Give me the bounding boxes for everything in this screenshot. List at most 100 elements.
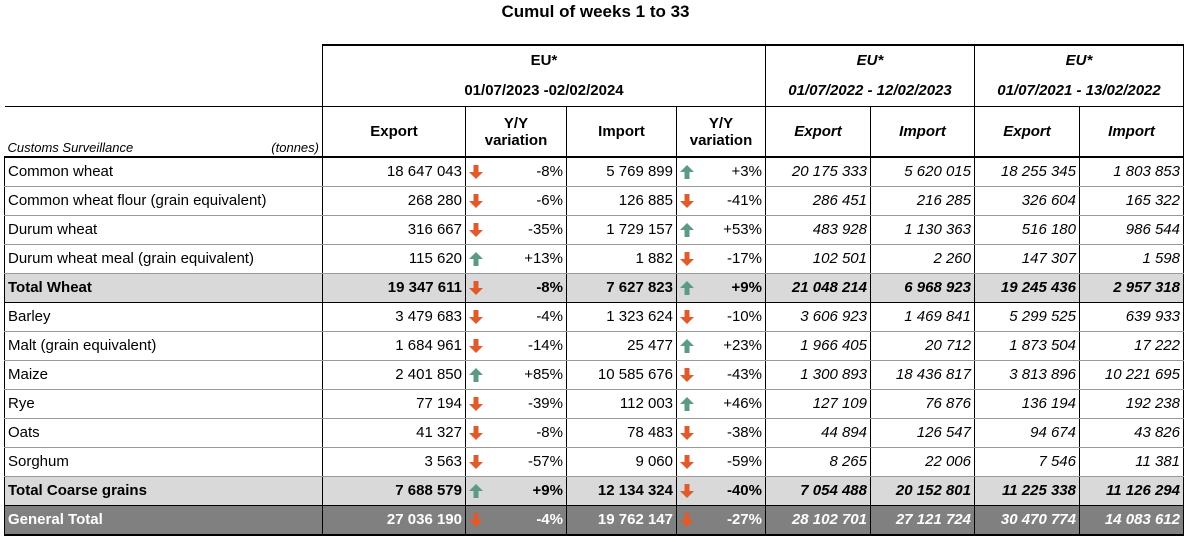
row-label: Durum wheat meal (grain equivalent) (4, 244, 323, 274)
import-variation: +3% (698, 156, 766, 187)
col-import-2021: Import (1079, 106, 1184, 158)
export-2022-value: 102 501 (765, 244, 871, 274)
import-value: 126 885 (566, 186, 677, 216)
export-2022-value: 28 102 701 (765, 505, 871, 536)
import-variation: +23% (698, 331, 766, 361)
group-header-region: EU* (765, 44, 975, 76)
export-2021-value: 147 307 (974, 244, 1080, 274)
arrow-down-icon (680, 455, 694, 470)
group-header-period: 01/07/2021 - 13/02/2022 (974, 76, 1184, 107)
export-trend-icon (465, 156, 488, 187)
import-2021-value: 11 381 (1079, 447, 1184, 477)
export-2022-value: 1 300 893 (765, 360, 871, 390)
arrow-up-icon (680, 339, 694, 354)
export-2021-value: 94 674 (974, 418, 1080, 448)
export-trend-icon (465, 273, 488, 303)
import-trend-icon (676, 302, 699, 332)
unit-label: (tonnes) (271, 140, 319, 155)
export-2021-value: 30 470 774 (974, 505, 1080, 536)
arrow-down-icon (680, 368, 694, 383)
arrow-down-icon (469, 426, 483, 441)
import-2021-value: 639 933 (1079, 302, 1184, 332)
table-row: General Total 27 036 190 -4% 19 762 147 -27%… (4, 505, 1184, 536)
export-value: 2 401 850 (322, 360, 466, 390)
group-header-period: 01/07/2023 -02/02/2024 (322, 76, 766, 107)
arrow-up-icon (469, 484, 483, 499)
export-trend-icon (465, 476, 488, 506)
group-header-period: 01/07/2022 - 12/02/2023 (765, 76, 975, 107)
import-variation: -40% (698, 476, 766, 506)
import-value: 1 323 624 (566, 302, 677, 332)
export-2022-value: 8 265 (765, 447, 871, 477)
arrow-down-icon (469, 165, 483, 180)
import-2022-value: 76 876 (870, 389, 975, 419)
import-trend-icon (676, 360, 699, 390)
export-variation: -35% (487, 215, 567, 245)
row-label: Oats (4, 418, 323, 448)
import-2021-value: 986 544 (1079, 215, 1184, 245)
export-variation: -4% (487, 302, 567, 332)
import-value: 10 585 676 (566, 360, 677, 390)
export-value: 3 479 683 (322, 302, 466, 332)
export-variation: -8% (487, 418, 567, 448)
table-row: Barley 3 479 683 -4% 1 323 624 -10% 3 606 923… (4, 302, 1184, 332)
table-row: Durum wheat 316 667 -35% 1 729 157 +53% 483 9… (4, 215, 1184, 245)
import-value: 112 003 (566, 389, 677, 419)
import-value: 5 769 899 (566, 156, 677, 187)
row-label: Barley (4, 302, 323, 332)
col-import-2022: Import (870, 106, 975, 158)
import-variation: -17% (698, 244, 766, 274)
import-2021-value: 17 222 (1079, 331, 1184, 361)
arrow-down-icon (469, 194, 483, 209)
import-2021-value: 192 238 (1079, 389, 1184, 419)
export-value: 77 194 (322, 389, 466, 419)
row-label: Total Coarse grains (4, 476, 323, 506)
import-2022-value: 6 968 923 (870, 273, 975, 303)
export-2021-value: 11 225 338 (974, 476, 1080, 506)
import-2022-value: 1 130 363 (870, 215, 975, 245)
import-variation: -38% (698, 418, 766, 448)
export-value: 7 688 579 (322, 476, 466, 506)
arrow-up-icon (680, 281, 694, 296)
arrow-down-icon (469, 397, 483, 412)
table-row: Malt (grain equivalent) 1 684 961 -14% 25 4… (4, 331, 1184, 361)
table-row: Oats 41 327 -8% 78 483 -38% 44 894 126 547 94 6… (4, 418, 1184, 448)
export-trend-icon (465, 186, 488, 216)
import-variation: -59% (698, 447, 766, 477)
import-value: 7 627 823 (566, 273, 677, 303)
group-header-region: EU* (974, 44, 1184, 76)
export-2022-value: 20 175 333 (765, 156, 871, 187)
export-value: 27 036 190 (322, 505, 466, 536)
export-trend-icon (465, 244, 488, 274)
export-2022-value: 21 048 214 (765, 273, 871, 303)
export-value: 1 684 961 (322, 331, 466, 361)
col-export-2022: Export (765, 106, 871, 158)
arrow-down-icon (680, 194, 694, 209)
import-trend-icon (676, 215, 699, 245)
import-variation: -41% (698, 186, 766, 216)
export-variation: +13% (487, 244, 567, 274)
col-import: Import (566, 106, 677, 158)
table-row: Maize 2 401 850 +85% 10 585 676 -43% 1 300 89… (4, 360, 1184, 390)
arrow-down-icon (680, 513, 694, 528)
import-2022-value: 20 712 (870, 331, 975, 361)
import-value: 25 477 (566, 331, 677, 361)
export-2021-value: 19 245 436 (974, 273, 1080, 303)
export-variation: +9% (487, 476, 567, 506)
export-2021-value: 18 255 345 (974, 156, 1080, 187)
arrow-up-icon (469, 252, 483, 267)
row-label: Sorghum (4, 447, 323, 477)
table-row: Total Coarse grains 7 688 579 +9% 12 134 32… (4, 476, 1184, 506)
import-trend-icon (676, 331, 699, 361)
export-2022-value: 127 109 (765, 389, 871, 419)
table-row: Common wheat flour (grain equivalent) 268… (4, 186, 1184, 216)
arrow-up-icon (469, 368, 483, 383)
row-label: Rye (4, 389, 323, 419)
export-2021-value: 7 546 (974, 447, 1080, 477)
arrow-down-icon (469, 339, 483, 354)
export-2022-value: 3 606 923 (765, 302, 871, 332)
import-2022-value: 126 547 (870, 418, 975, 448)
export-value: 41 327 (322, 418, 466, 448)
import-value: 1 729 157 (566, 215, 677, 245)
import-trend-icon (676, 244, 699, 274)
